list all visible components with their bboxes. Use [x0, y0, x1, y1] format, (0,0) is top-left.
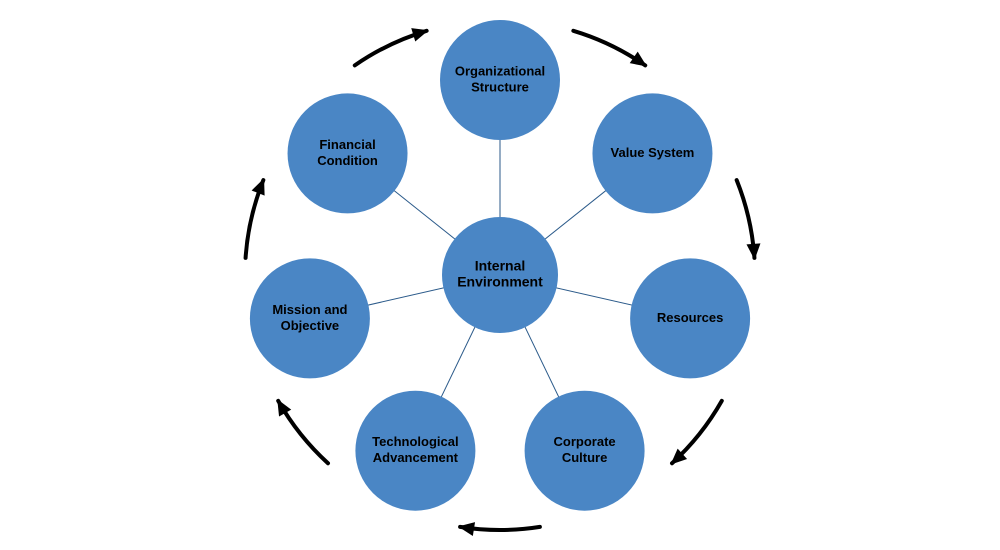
cycle-arrow-head-1 [746, 243, 760, 259]
outer-node-mission-and-objective: Mission andObjective [250, 258, 370, 378]
outer-node-technological-advancement-label-line-1: Advancement [373, 450, 459, 465]
outer-node-financial-condition-label-line-0: Financial [319, 137, 375, 152]
center-node-internal-environment-label-line-1: Environment [457, 274, 543, 290]
outer-node-mission-and-objective-label-line-1: Objective [281, 318, 340, 333]
outer-node-resources: Resources [630, 258, 750, 378]
outer-node-technological-advancement: TechnologicalAdvancement [355, 391, 475, 511]
nodes-layer: InternalEnvironment OrganizationalStructu… [250, 20, 750, 511]
outer-node-resources-label-line-0: Resources [657, 310, 723, 325]
internal-environment-diagram: InternalEnvironment OrganizationalStructu… [0, 0, 1000, 550]
outer-node-technological-advancement-label-line-0: Technological [372, 434, 458, 449]
outer-node-value-system: Value System [592, 93, 712, 213]
center-node-internal-environment-label-line-0: Internal [475, 258, 526, 274]
outer-node-organizational-structure-label-line-0: Organizational [455, 63, 545, 78]
outer-node-corporate-culture-label-line-0: Corporate [554, 434, 616, 449]
cycle-arrow-head-3 [458, 522, 475, 536]
outer-node-financial-condition: FinancialCondition [288, 93, 408, 213]
outer-node-mission-and-objective-label-line-0: Mission and [272, 302, 347, 317]
outer-node-organizational-structure: OrganizationalStructure [440, 20, 560, 140]
outer-node-value-system-label-line-0: Value System [611, 145, 695, 160]
outer-node-financial-condition-label-line-1: Condition [317, 153, 378, 168]
outer-node-corporate-culture: CorporateCulture [525, 391, 645, 511]
outer-node-organizational-structure-label-line-1: Structure [471, 79, 529, 94]
center-node-internal-environment: InternalEnvironment [442, 217, 558, 333]
cycle-arrow-head-6 [411, 28, 428, 41]
outer-node-corporate-culture-label-line-1: Culture [562, 450, 608, 465]
cycle-arrow-head-5 [252, 178, 265, 195]
